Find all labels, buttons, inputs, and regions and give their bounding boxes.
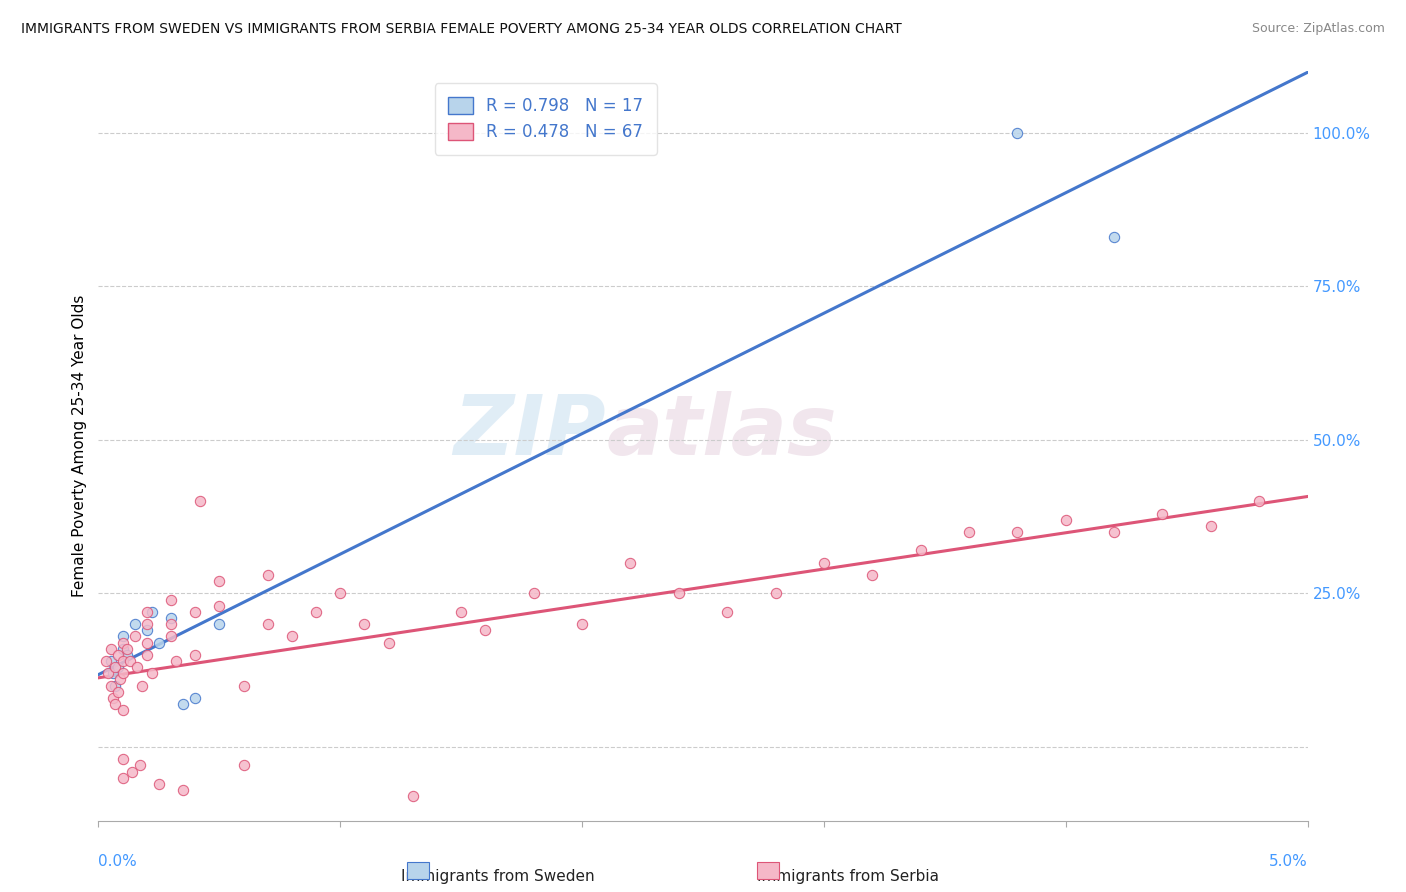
Text: Immigrants from Serbia: Immigrants from Serbia	[756, 870, 939, 884]
Legend: R = 0.798   N = 17, R = 0.478   N = 67: R = 0.798 N = 17, R = 0.478 N = 67	[434, 84, 657, 155]
Point	[353, 617, 375, 632]
Point	[172, 783, 194, 797]
Point	[1102, 524, 1125, 539]
Point	[148, 635, 170, 649]
Point	[108, 673, 131, 687]
Point	[377, 635, 399, 649]
Point	[135, 635, 157, 649]
Point	[188, 494, 211, 508]
Point	[160, 592, 183, 607]
Point	[97, 666, 120, 681]
Point	[165, 654, 187, 668]
Point	[910, 543, 932, 558]
Point	[232, 679, 254, 693]
Point	[1007, 126, 1029, 140]
Point	[329, 586, 352, 600]
Point	[208, 599, 231, 613]
Point	[135, 648, 157, 662]
Point	[101, 690, 124, 705]
Point	[860, 568, 883, 582]
Point	[111, 629, 134, 643]
Point	[111, 703, 134, 717]
Point	[121, 764, 143, 779]
Text: atlas: atlas	[606, 391, 837, 472]
Point	[135, 617, 157, 632]
Point	[1007, 524, 1029, 539]
Point	[1152, 507, 1174, 521]
Point	[402, 789, 425, 803]
Point	[135, 605, 157, 619]
Bar	[406, 862, 429, 880]
Point	[160, 617, 183, 632]
Point	[232, 758, 254, 772]
Point	[101, 666, 124, 681]
Point	[118, 654, 141, 668]
Point	[111, 752, 134, 766]
Text: ZIP: ZIP	[454, 391, 606, 472]
Point	[100, 641, 122, 656]
Point	[100, 654, 122, 668]
Point	[256, 617, 278, 632]
Point	[107, 660, 129, 674]
Point	[107, 684, 129, 698]
Y-axis label: Female Poverty Among 25-34 Year Olds: Female Poverty Among 25-34 Year Olds	[72, 295, 87, 597]
Point	[184, 605, 207, 619]
Text: Immigrants from Sweden: Immigrants from Sweden	[401, 870, 595, 884]
Point	[957, 524, 980, 539]
Point	[571, 617, 593, 632]
Point	[305, 605, 328, 619]
Point	[111, 641, 134, 656]
Point	[813, 556, 835, 570]
Point	[124, 629, 146, 643]
Point	[1249, 494, 1271, 508]
Point	[104, 697, 127, 711]
Point	[281, 629, 304, 643]
Point	[1054, 513, 1077, 527]
Point	[184, 690, 207, 705]
Text: 5.0%: 5.0%	[1268, 855, 1308, 870]
Point	[668, 586, 690, 600]
Point	[160, 629, 183, 643]
Point	[619, 556, 641, 570]
Point	[141, 666, 163, 681]
Point	[141, 605, 163, 619]
Text: 0.0%: 0.0%	[98, 855, 138, 870]
Point	[716, 605, 738, 619]
Point	[111, 666, 134, 681]
Point	[184, 648, 207, 662]
Point	[256, 568, 278, 582]
Point	[117, 648, 139, 662]
Point	[127, 660, 149, 674]
Point	[208, 617, 231, 632]
Point	[765, 586, 787, 600]
Point	[474, 624, 496, 638]
Point	[117, 641, 139, 656]
Point	[111, 635, 134, 649]
Point	[111, 771, 134, 785]
Point	[135, 624, 157, 638]
Point	[94, 654, 117, 668]
Point	[160, 611, 183, 625]
Text: Source: ZipAtlas.com: Source: ZipAtlas.com	[1251, 22, 1385, 36]
Point	[172, 697, 194, 711]
Point	[523, 586, 546, 600]
Point	[148, 777, 170, 791]
Point	[1102, 230, 1125, 244]
Point	[104, 660, 127, 674]
Point	[111, 654, 134, 668]
Point	[124, 617, 146, 632]
Text: IMMIGRANTS FROM SWEDEN VS IMMIGRANTS FROM SERBIA FEMALE POVERTY AMONG 25-34 YEAR: IMMIGRANTS FROM SWEDEN VS IMMIGRANTS FRO…	[21, 22, 901, 37]
Bar	[758, 862, 779, 880]
Point	[450, 605, 472, 619]
Point	[131, 679, 153, 693]
Point	[128, 758, 150, 772]
Point	[100, 679, 122, 693]
Point	[1199, 519, 1222, 533]
Point	[104, 679, 127, 693]
Point	[208, 574, 231, 588]
Point	[107, 648, 129, 662]
